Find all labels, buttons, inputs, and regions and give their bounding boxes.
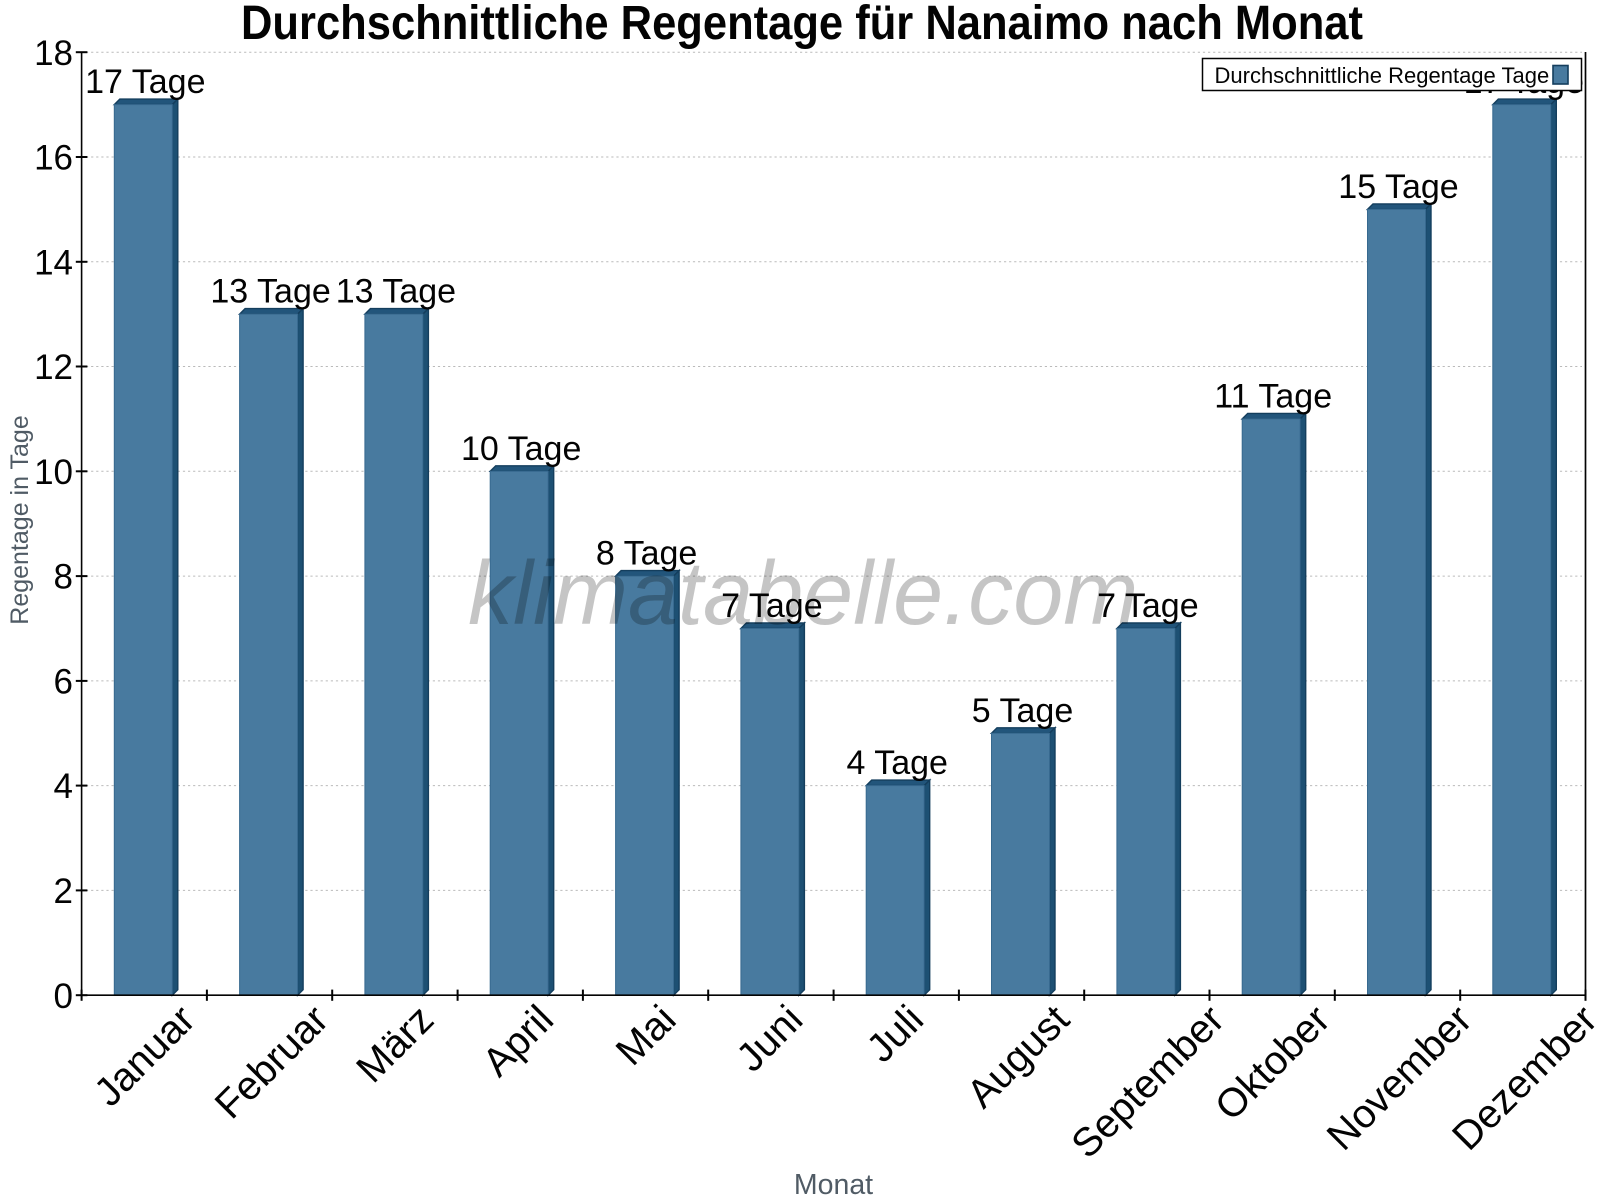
svg-text:5 Tage: 5 Tage xyxy=(972,692,1073,730)
svg-text:15 Tage: 15 Tage xyxy=(1338,168,1458,206)
svg-text:7 Tage: 7 Tage xyxy=(721,587,822,625)
svg-text:10 Tage: 10 Tage xyxy=(461,430,581,468)
svg-text:Monat: Monat xyxy=(794,1169,873,1200)
svg-text:7 Tage: 7 Tage xyxy=(1097,587,1198,625)
svg-text:2: 2 xyxy=(54,872,73,911)
svg-text:8: 8 xyxy=(54,558,73,597)
svg-text:11 Tage: 11 Tage xyxy=(1214,377,1332,415)
svg-text:4: 4 xyxy=(54,767,73,806)
svg-text:Durchschnittliche Regentage Ta: Durchschnittliche Regentage Tage xyxy=(1215,63,1550,88)
svg-text:17 Tage: 17 Tage xyxy=(85,63,205,101)
svg-text:16: 16 xyxy=(34,139,73,178)
svg-text:10: 10 xyxy=(34,453,73,492)
svg-text:8 Tage: 8 Tage xyxy=(596,535,697,573)
svg-text:0: 0 xyxy=(54,977,73,1016)
svg-text:Regentage in Tage: Regentage in Tage xyxy=(6,415,34,624)
svg-text:18: 18 xyxy=(34,34,73,73)
svg-text:6: 6 xyxy=(54,663,73,702)
svg-text:Durchschnittliche Regentage fü: Durchschnittliche Regentage für Nanaimo … xyxy=(241,0,1363,50)
svg-text:12: 12 xyxy=(34,348,73,387)
svg-text:14: 14 xyxy=(34,243,73,282)
svg-text:13 Tage: 13 Tage xyxy=(336,273,456,311)
svg-text:4 Tage: 4 Tage xyxy=(846,744,947,782)
svg-text:klimatabelle.com: klimatabelle.com xyxy=(468,544,1138,644)
svg-text:13 Tage: 13 Tage xyxy=(210,273,330,311)
